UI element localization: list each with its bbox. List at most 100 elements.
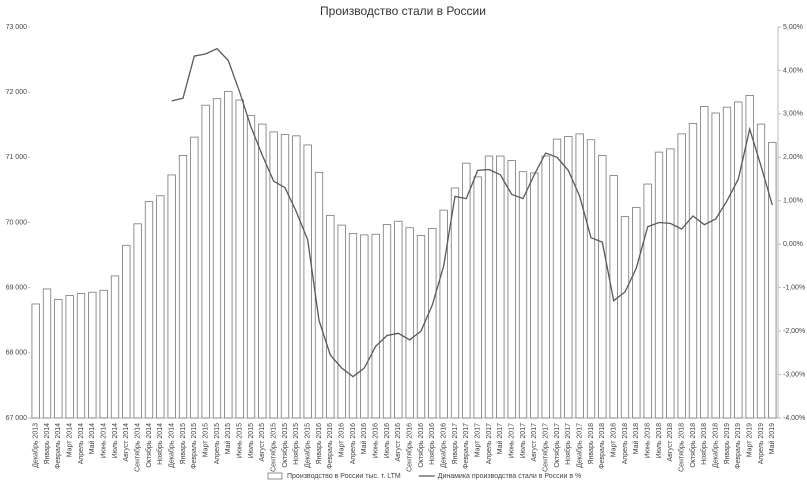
y2-tick-label: -3,00%	[783, 371, 805, 378]
y2-tick-label: 5,00%	[783, 24, 803, 31]
bar	[235, 99, 244, 419]
bar	[530, 172, 539, 419]
x-tick-label: Октябрь 2014	[145, 423, 153, 468]
x-tick-label: Август 2018	[667, 423, 674, 462]
y-tick-label: 71 000	[6, 154, 28, 161]
x-tick-label: Июль 2015	[248, 423, 255, 458]
chart-title: Производство стали в России	[320, 4, 486, 18]
y2-tick-label: -2,00%	[783, 328, 805, 335]
bar	[666, 148, 675, 419]
x-tick-label: Сентябрь 2016	[406, 423, 414, 472]
bar	[224, 91, 233, 419]
bar	[711, 112, 720, 419]
bar	[609, 175, 618, 419]
bar	[734, 101, 743, 419]
bar	[31, 303, 40, 419]
x-tick-label: Август 2017	[531, 423, 538, 462]
x-tick-label: Февраль 2015	[191, 423, 198, 469]
bar	[382, 224, 392, 419]
bar	[269, 131, 278, 419]
bar	[156, 195, 165, 419]
x-tick-label: Июнь 2015	[237, 423, 244, 458]
x-tick-label: Январь 2018	[588, 423, 595, 465]
x-tick-label: Август 2016	[395, 423, 402, 462]
x-tick-label: Октябрь 2017	[553, 423, 561, 468]
x-tick-label: Ноябрь 2018	[700, 423, 708, 465]
bar	[756, 123, 766, 419]
bar	[326, 214, 335, 419]
bar	[586, 139, 596, 419]
y2-tick-label: 4,00%	[783, 67, 803, 74]
x-tick-label: Октябрь 2018	[689, 423, 697, 468]
x-tick-label: Июль 2018	[656, 423, 663, 458]
line	[171, 47, 773, 378]
bar	[314, 171, 324, 419]
x-tick-label: Апрель 2017	[486, 423, 493, 464]
x-tick-label: Март 2014	[67, 423, 74, 457]
x-tick-label: Сентябрь 2018	[678, 423, 686, 472]
x-tick-label: Декабрь 2014	[168, 423, 176, 468]
bar	[246, 115, 256, 419]
bar	[133, 223, 142, 419]
x-tick-label: Февраль 2019	[735, 423, 742, 469]
bar	[462, 162, 471, 419]
x-tick-label: Май 2017	[496, 423, 504, 454]
y-tick-label: 67 000	[6, 415, 28, 422]
x-tick-label: Январь 2014	[44, 423, 51, 465]
bar	[722, 106, 732, 419]
x-tick-label: Сентябрь 2017	[542, 423, 550, 472]
bar	[575, 133, 584, 419]
x-tick-label: Апрель 2015	[214, 423, 221, 464]
x-tick-label: Ноябрь 2017	[564, 423, 572, 465]
bar	[348, 233, 358, 419]
x-tick-label: Апрель 2019	[758, 423, 765, 464]
x-tick-label: Май 2019	[768, 423, 776, 454]
x-tick-label: Июнь 2018	[645, 423, 652, 458]
bar	[99, 289, 108, 419]
y-tick-label: 68 000	[6, 350, 28, 357]
bar	[394, 220, 403, 419]
y-tick-label: 72 000	[6, 89, 28, 96]
bar	[76, 293, 86, 419]
x-tick-label: Март 2015	[203, 423, 210, 457]
x-tick-label: Март 2017	[475, 423, 482, 457]
bar	[700, 106, 709, 419]
bar	[677, 133, 686, 419]
x-tick-label: Декабрь 2016	[440, 423, 448, 468]
x-tick-label: Сентябрь 2015	[270, 423, 278, 472]
x-tick-label: Май 2018	[632, 423, 640, 454]
x-tick-label: Май 2015	[224, 423, 232, 454]
bar	[178, 154, 188, 419]
x-tick-label: Июнь 2014	[101, 423, 108, 458]
x-tick-label: Март 2019	[747, 423, 754, 457]
x-tick-label: Апрель 2018	[622, 423, 629, 464]
x-tick-label: Июнь 2017	[509, 423, 516, 458]
legend-label: Динамика производства стали в России в %	[438, 473, 582, 480]
x-tick-label: Февраль 2018	[599, 423, 606, 469]
bar	[643, 183, 652, 419]
bar	[564, 136, 573, 419]
bar	[405, 227, 414, 419]
bar	[552, 138, 562, 419]
x-tick-label: Февраль 2014	[55, 423, 62, 469]
x-tick-label: Ноябрь 2014	[156, 423, 164, 465]
bar	[371, 233, 380, 419]
y2-tick-label: -1,00%	[783, 285, 805, 292]
bar	[280, 134, 290, 419]
y-tick-label: 73 000	[6, 24, 28, 31]
bar	[654, 151, 664, 419]
y2-tick-label: 0,00%	[783, 241, 803, 248]
bar	[167, 174, 176, 419]
x-tick-label: Февраль 2016	[327, 423, 334, 469]
bar	[337, 224, 346, 419]
x-tick-label: Февраль 2017	[463, 423, 470, 469]
y2-tick-label: -4,00%	[783, 415, 805, 422]
x-tick-label: Август 2015	[259, 423, 266, 462]
bar	[518, 171, 528, 419]
bar	[416, 235, 426, 419]
x-tick-label: Апрель 2016	[350, 423, 357, 464]
bar	[620, 216, 630, 419]
x-tick-label: Ноябрь 2016	[428, 423, 436, 465]
x-tick-label: Апрель 2014	[78, 423, 85, 464]
